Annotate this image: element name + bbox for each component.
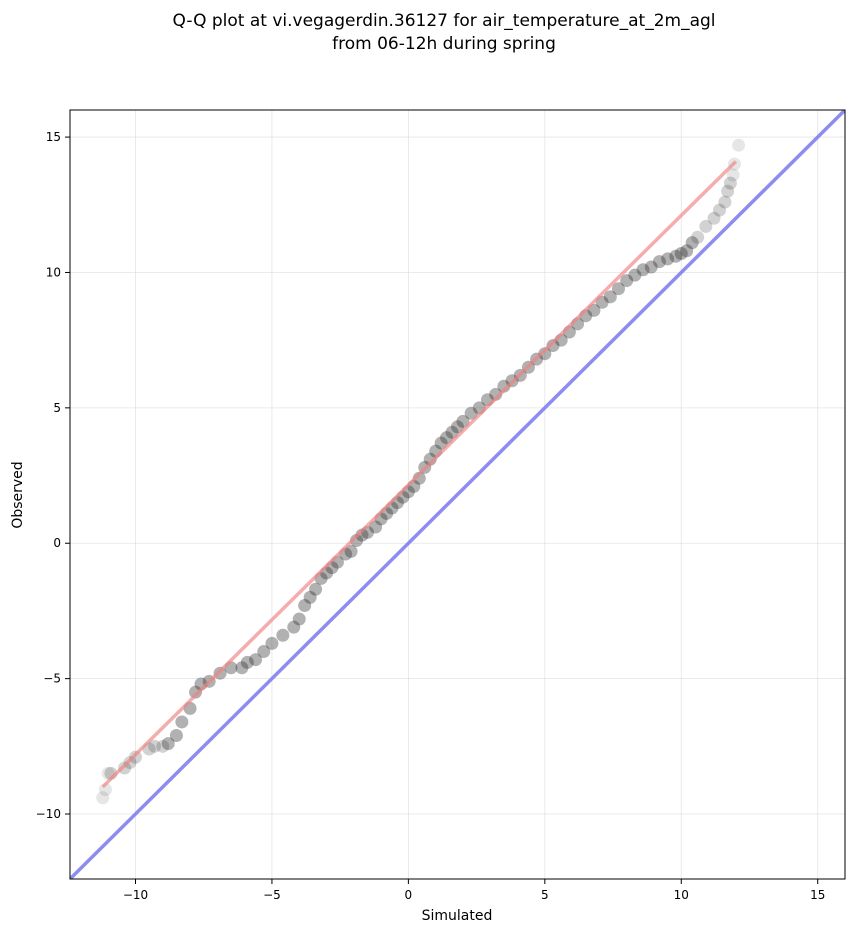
qq-point [292, 612, 306, 626]
qq-point [434, 436, 448, 450]
x-axis-ticks: −10 −5 0 5 10 15 [123, 879, 825, 902]
qq-point [369, 520, 383, 534]
qq-point [169, 728, 183, 742]
qq-point [276, 628, 290, 642]
qq-point [628, 268, 642, 282]
qq-point [603, 290, 617, 304]
x-tick-label: 10 [674, 888, 689, 902]
qq-point [456, 414, 470, 428]
qq-point [723, 176, 737, 190]
qq-point [175, 715, 189, 729]
qq-point [644, 260, 658, 274]
qq-point [156, 739, 170, 753]
qq-point [685, 236, 699, 250]
y-tick-label: 10 [46, 265, 61, 279]
x-axis-label: Simulated [422, 908, 493, 924]
qq-point [718, 195, 732, 209]
qq-point [235, 661, 249, 675]
qq-point [726, 168, 740, 182]
qq-point [707, 211, 721, 225]
y-tick-label: 5 [53, 401, 61, 415]
qq-point [612, 282, 626, 296]
qq-point [546, 339, 560, 353]
x-tick-label: 5 [541, 888, 549, 902]
qq-point [118, 761, 132, 775]
qq-point [249, 653, 263, 667]
x-tick-label: 0 [405, 888, 413, 902]
qq-point [538, 347, 552, 361]
qq-point [674, 247, 688, 261]
qq-point [440, 431, 454, 445]
qq-point [691, 230, 705, 244]
qq-point [240, 655, 254, 669]
chart-title: Q-Q plot at vi.vegagerdin.36127 for air_… [172, 11, 715, 31]
qq-point [732, 138, 746, 152]
qq-point [265, 636, 279, 650]
fit-line [101, 160, 738, 789]
qq-point [344, 544, 358, 558]
qq-point [699, 219, 713, 233]
qq-point [161, 737, 175, 751]
qq-point [636, 263, 650, 277]
y-tick-label: −10 [36, 807, 61, 821]
qq-point [298, 599, 312, 613]
qq-point [96, 791, 110, 805]
grid-layer [70, 110, 845, 879]
qq-point [464, 406, 478, 420]
qq-point [257, 645, 271, 659]
qq-point [287, 620, 301, 634]
qq-point [712, 203, 726, 217]
qq-point [309, 582, 323, 596]
chart-subtitle: from 06-12h during spring [332, 34, 556, 54]
y-tick-label: −5 [43, 672, 61, 686]
y-axis-ticks: −10 −5 0 5 10 15 [36, 130, 70, 821]
y-axis-label: Observed [10, 461, 26, 528]
qq-point [189, 685, 203, 699]
qq-point [661, 252, 675, 266]
y-tick-label: 0 [53, 536, 61, 550]
x-tick-label: −10 [123, 888, 148, 902]
plot-area [70, 110, 845, 879]
qq-point [451, 420, 464, 434]
plot-frame [69, 109, 846, 880]
qq-point [620, 274, 634, 288]
qq-point [148, 739, 162, 753]
x-tick-label: 15 [810, 888, 825, 902]
x-tick-label: −5 [263, 888, 281, 902]
y-tick-label: 15 [46, 130, 61, 144]
qq-point [303, 590, 317, 604]
qq-point [652, 255, 666, 269]
qq-point [128, 750, 142, 764]
qq-point [123, 756, 137, 770]
qq-point [445, 425, 459, 439]
qq-point [680, 244, 694, 258]
qq-point [669, 249, 683, 263]
identity-line [70, 110, 845, 879]
qq-point [721, 184, 735, 198]
